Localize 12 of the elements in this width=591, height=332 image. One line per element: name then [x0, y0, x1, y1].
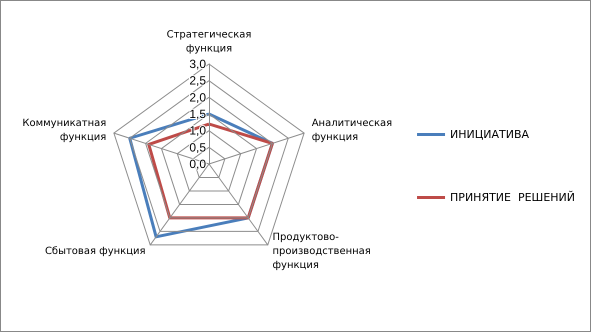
y-tick-label: 0,0 [189, 157, 206, 171]
legend-label: ИНИЦИАТИВА [450, 128, 530, 141]
spoke-label: Коммуникатная функция [22, 118, 106, 144]
spoke-label: Стратегическая функция [166, 30, 252, 54]
legend-label: ПРИНЯТИЕ РЕШЕНИЙ [450, 190, 576, 204]
spoke-label: Продуктово-производственная функция [272, 232, 371, 271]
y-tick-label: 3,0 [189, 57, 206, 71]
y-tick-label: 2,5 [189, 74, 206, 88]
spoke-label: Аналитическая функция [312, 118, 392, 144]
y-tick-label: 0,5 [189, 140, 206, 154]
spoke-label: Сбытовая функция [44, 246, 146, 257]
y-tick-label: 2,0 [189, 90, 206, 104]
